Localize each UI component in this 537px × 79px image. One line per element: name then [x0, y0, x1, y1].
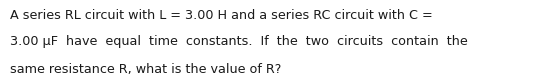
Text: same resistance R, what is the value of R?: same resistance R, what is the value of …: [10, 63, 281, 76]
Text: A series RL circuit with L = 3.00 H and a series RC circuit with C =: A series RL circuit with L = 3.00 H and …: [10, 9, 432, 22]
Text: 3.00 μF  have  equal  time  constants.  If  the  two  circuits  contain  the: 3.00 μF have equal time constants. If th…: [10, 35, 467, 48]
